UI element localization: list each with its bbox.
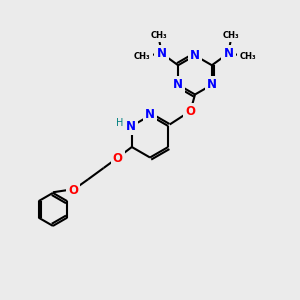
Text: H: H <box>116 118 123 128</box>
Text: N: N <box>145 108 155 121</box>
Text: N: N <box>207 78 217 91</box>
Text: N: N <box>157 47 166 60</box>
Text: N: N <box>190 49 200 62</box>
Text: O: O <box>113 152 123 165</box>
Text: O: O <box>185 105 196 118</box>
Text: CH₃: CH₃ <box>240 52 256 61</box>
Text: CH₃: CH₃ <box>223 31 240 40</box>
Text: O: O <box>68 184 78 197</box>
Text: N: N <box>173 78 183 91</box>
Text: N: N <box>224 47 233 60</box>
Text: N: N <box>126 119 136 133</box>
Text: CH₃: CH₃ <box>150 31 167 40</box>
Text: CH₃: CH₃ <box>134 52 150 61</box>
